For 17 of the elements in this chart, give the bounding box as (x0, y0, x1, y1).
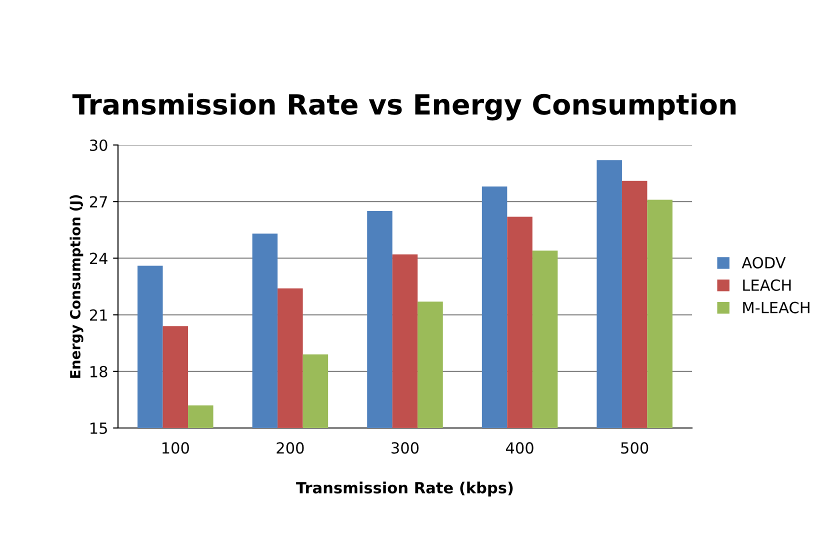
x-tick-label: 300 (392, 442, 419, 454)
y-axis-title: Energy Consumption (J) (70, 195, 84, 378)
y-tick-label: 30 (90, 139, 108, 152)
y-tick-label: 24 (90, 252, 108, 264)
x-tick-label: 400 (506, 442, 534, 454)
legend-label: AODV (742, 256, 786, 269)
y-tick-label: 18 (90, 366, 108, 378)
y-tick-label: 15 (90, 422, 107, 434)
y-tick-label: 21 (90, 309, 107, 321)
chart-title: Transmission Rate vs Energy Consumption (72, 93, 736, 120)
legend-label: M-LEACH (743, 302, 810, 314)
x-tick-label: 500 (621, 442, 648, 454)
x-tick-label: 100 (162, 442, 189, 454)
x-axis-title: Transmission Rate (kbps) (296, 482, 513, 496)
y-tick-label: 27 (90, 196, 107, 208)
legend-label: LEACH (743, 279, 791, 291)
x-tick-label: 200 (276, 442, 304, 454)
